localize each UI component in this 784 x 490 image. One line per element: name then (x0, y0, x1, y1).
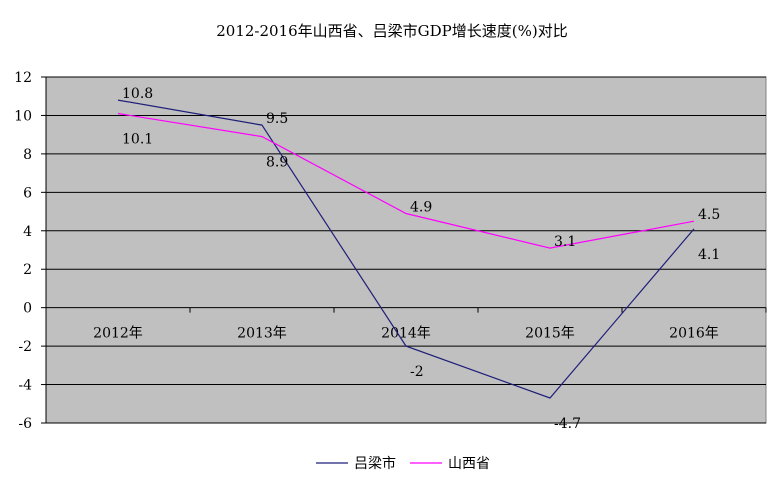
data-label: 3.1 (554, 234, 576, 250)
y-tick-label: 2 (23, 262, 32, 278)
plot-area (45, 76, 767, 424)
chart-title: 2012-2016年山西省、吕梁市GDP增长速度(%)对比 (216, 22, 567, 40)
data-label: 10.8 (122, 86, 153, 102)
y-tick-label: 6 (23, 185, 32, 201)
data-label: 8.9 (266, 155, 288, 171)
y-tick-label: -2 (18, 339, 32, 355)
data-label: -4.7 (554, 416, 581, 432)
y-tick-label: 12 (14, 70, 32, 86)
data-label: 4.9 (410, 199, 432, 215)
x-tick-labels: 2012年 2013年 2014年 2015年 2016年 (93, 326, 719, 342)
gridlines (46, 76, 766, 424)
legend: 吕梁市 山西省 (316, 455, 490, 472)
data-label: 4.1 (698, 247, 720, 263)
data-label: 9.5 (266, 111, 288, 127)
series-line-0 (117, 99, 695, 399)
y-tick-label: -6 (18, 416, 32, 432)
x-tick-label: 2012年 (93, 326, 143, 342)
y-tick-label: 0 (23, 301, 32, 317)
legend-label: 吕梁市 (354, 455, 396, 472)
series-line-1 (117, 112, 695, 249)
x-tick-label: 2014年 (381, 326, 431, 342)
y-tick-label: 8 (23, 147, 32, 163)
x-tick-label: 2016年 (669, 326, 719, 342)
y-tick-label: 10 (14, 108, 32, 124)
y-tick-labels: 12 10 8 6 4 2 0 -2 -4 -6 (14, 70, 32, 432)
axes (41, 76, 767, 424)
legend-label: 山西省 (448, 456, 490, 472)
data-label: 10.1 (122, 132, 153, 148)
data-labels: 10.8 10.1 9.5 8.9 -2 4.9 -4.7 3.1 4.1 4.5 (122, 86, 720, 432)
series-lines (117, 99, 695, 399)
x-tick-label: 2013年 (237, 326, 287, 342)
x-tick-label: 2015年 (525, 326, 575, 342)
data-label: -2 (410, 364, 424, 380)
data-label: 4.5 (698, 207, 720, 223)
y-tick-label: 4 (23, 224, 32, 240)
y-tick-label: -4 (18, 378, 32, 394)
